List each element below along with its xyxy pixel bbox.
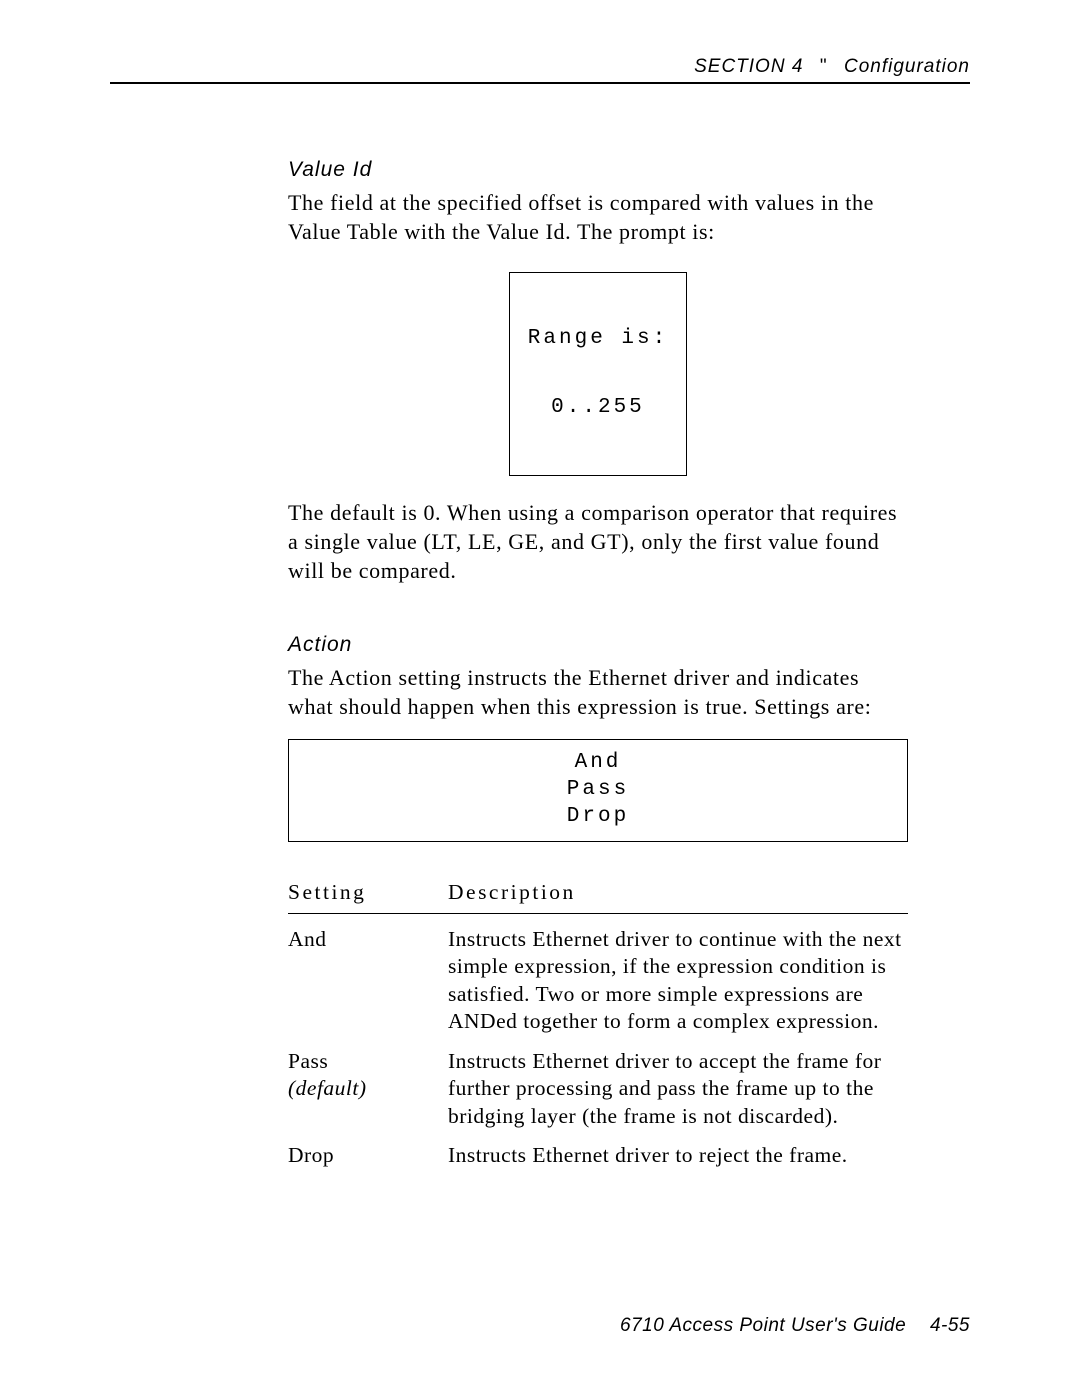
value-id-followup: The default is 0. When using a compariso… — [288, 498, 908, 585]
action-intro: The Action setting instructs the Etherne… — [288, 663, 908, 721]
value-id-intro: The field at the specified offset is com… — [288, 188, 908, 246]
setting-name: Drop — [288, 1143, 334, 1167]
col-header-description: Description — [448, 880, 908, 914]
header-rule — [110, 82, 970, 84]
header-separator: " — [810, 56, 838, 78]
prompt-line-1: Range is: — [528, 327, 668, 350]
page: SECTION 4 " Configuration Value Id The f… — [0, 0, 1080, 1397]
header-section-label: SECTION 4 — [694, 56, 803, 77]
header-section-title: Configuration — [844, 56, 970, 77]
table-row: Drop Instructs Ethernet driver to reject… — [288, 1130, 908, 1170]
footer-page-number: 4-55 — [930, 1315, 970, 1336]
value-id-prompt-container: Range is: 0..255 — [288, 264, 908, 498]
cell-setting: Pass (default) — [288, 1036, 448, 1131]
action-option: And — [289, 750, 907, 777]
footer-book-title: 6710 Access Point User's Guide — [620, 1315, 906, 1336]
settings-table: Setting Description And Instructs Ethern… — [288, 880, 908, 1170]
action-heading: Action — [288, 633, 908, 657]
table-row: Pass (default) Instructs Ethernet driver… — [288, 1036, 908, 1131]
table-header-row: Setting Description — [288, 880, 908, 914]
col-header-setting: Setting — [288, 880, 448, 914]
value-id-heading: Value Id — [288, 158, 908, 182]
action-option: Drop — [289, 804, 907, 831]
table-row: And Instructs Ethernet driver to continu… — [288, 913, 908, 1036]
setting-name: Pass — [288, 1049, 328, 1073]
prompt-line-2: 0..255 — [528, 396, 668, 419]
cell-description: Instructs Ethernet driver to reject the … — [448, 1130, 908, 1170]
action-options-box: And Pass Drop — [288, 739, 908, 842]
setting-name: And — [288, 927, 327, 951]
setting-default-label: (default) — [288, 1076, 367, 1100]
cell-description: Instructs Ethernet driver to accept the … — [448, 1036, 908, 1131]
action-option: Pass — [289, 777, 907, 804]
cell-setting: Drop — [288, 1130, 448, 1170]
page-footer: 6710 Access Point User's Guide 4-55 — [620, 1315, 970, 1337]
running-header: SECTION 4 " Configuration — [110, 56, 970, 78]
value-id-prompt-box: Range is: 0..255 — [509, 272, 687, 476]
cell-description: Instructs Ethernet driver to continue wi… — [448, 913, 908, 1036]
content-area: Value Id The field at the specified offs… — [288, 158, 908, 1170]
cell-setting: And — [288, 913, 448, 1036]
